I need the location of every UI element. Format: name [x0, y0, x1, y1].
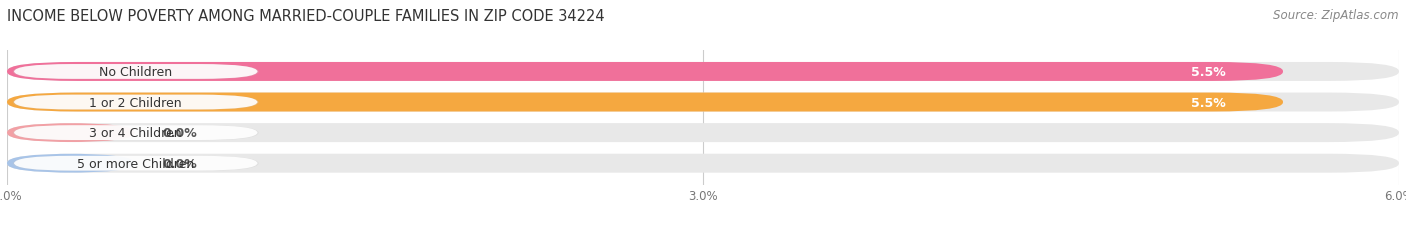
Text: 5 or more Children: 5 or more Children	[77, 157, 194, 170]
FancyBboxPatch shape	[14, 65, 257, 79]
FancyBboxPatch shape	[7, 154, 1399, 173]
Text: 5.5%: 5.5%	[1191, 96, 1226, 109]
FancyBboxPatch shape	[13, 95, 259, 110]
FancyBboxPatch shape	[14, 156, 257, 171]
FancyBboxPatch shape	[14, 126, 257, 140]
FancyBboxPatch shape	[7, 93, 1284, 112]
FancyBboxPatch shape	[7, 124, 135, 143]
FancyBboxPatch shape	[7, 154, 135, 173]
Text: 0.0%: 0.0%	[163, 157, 197, 170]
FancyBboxPatch shape	[7, 63, 1399, 82]
Text: No Children: No Children	[100, 66, 173, 79]
FancyBboxPatch shape	[13, 156, 259, 171]
FancyBboxPatch shape	[7, 124, 1399, 143]
FancyBboxPatch shape	[14, 95, 257, 110]
Text: 3 or 4 Children: 3 or 4 Children	[90, 127, 183, 140]
Text: 1 or 2 Children: 1 or 2 Children	[90, 96, 183, 109]
Text: INCOME BELOW POVERTY AMONG MARRIED-COUPLE FAMILIES IN ZIP CODE 34224: INCOME BELOW POVERTY AMONG MARRIED-COUPL…	[7, 9, 605, 24]
FancyBboxPatch shape	[7, 93, 1399, 112]
FancyBboxPatch shape	[7, 63, 1284, 82]
Text: 5.5%: 5.5%	[1191, 66, 1226, 79]
Text: Source: ZipAtlas.com: Source: ZipAtlas.com	[1274, 9, 1399, 22]
FancyBboxPatch shape	[13, 126, 259, 141]
Text: 0.0%: 0.0%	[163, 127, 197, 140]
FancyBboxPatch shape	[13, 65, 259, 80]
